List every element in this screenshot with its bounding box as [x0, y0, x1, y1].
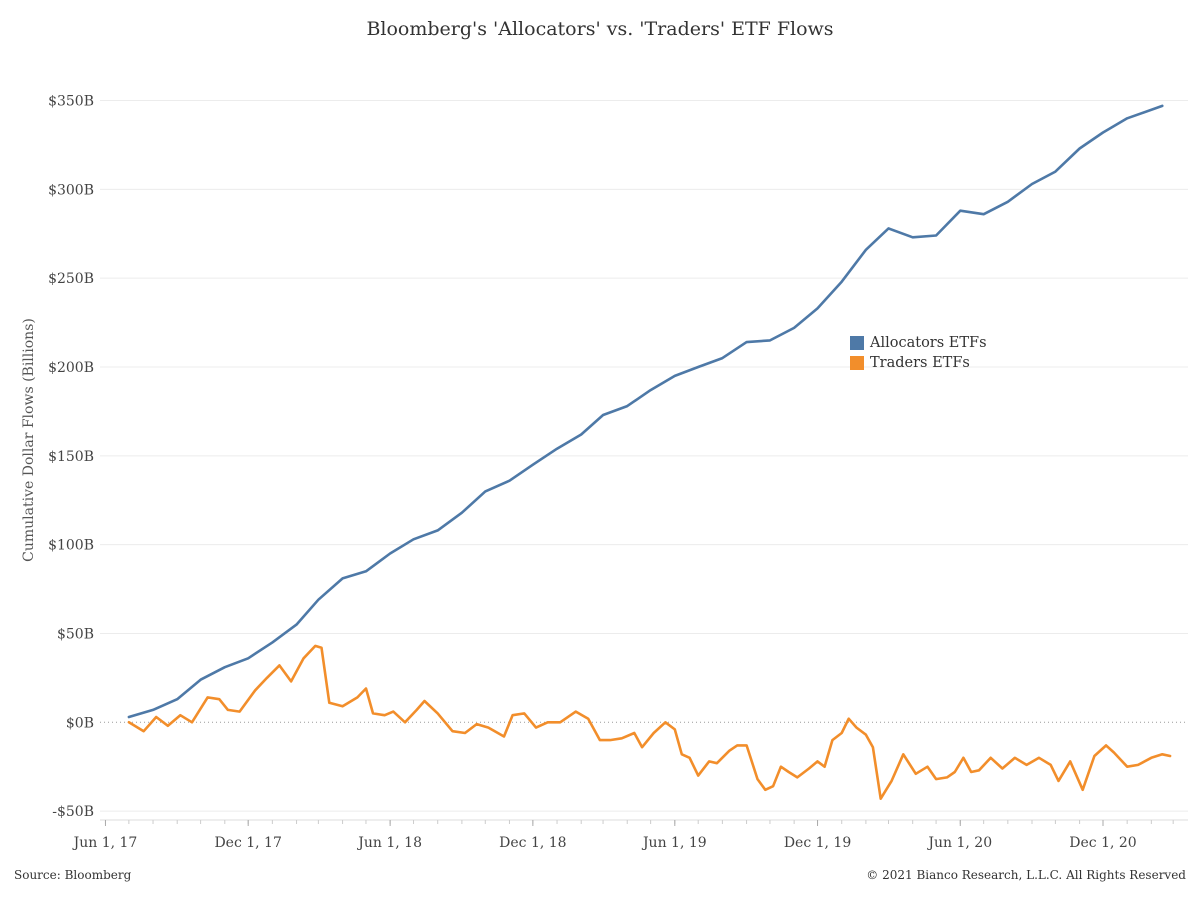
x-axis-ticks: Jun 1, 17 Dec 1, 17 Jun 1, 18 Dec 1, 18 Jun …: [72, 820, 1174, 851]
legend-label-traders: Traders ETFs: [870, 355, 970, 371]
legend-label-allocators: Allocators ETFs: [870, 335, 987, 351]
y-tick-label: $200B: [48, 360, 94, 376]
chart-title: Bloomberg's 'Allocators' vs. 'Traders' E…: [366, 18, 834, 40]
copyright-note: © 2021 Bianco Research, L.L.C. All Right…: [866, 868, 1186, 882]
x-tick-label: Jun 1, 18: [356, 835, 422, 851]
y-tick-label: $100B: [48, 538, 94, 554]
x-tick-label: Dec 1, 17: [214, 835, 281, 851]
y-tick-label: $50B: [57, 626, 94, 642]
series-lines: [127, 104, 1172, 800]
x-tick-label: Jun 1, 17: [72, 835, 138, 851]
x-tick-label: Dec 1, 19: [784, 835, 851, 851]
y-tick-label: $300B: [48, 182, 94, 198]
x-tick-label: Dec 1, 20: [1069, 835, 1136, 851]
y-tick-label: $250B: [48, 271, 94, 287]
grid-lines: [100, 100, 1188, 821]
legend-item-traders[interactable]: Traders ETFs: [850, 353, 987, 373]
x-tick-label: Jun 1, 20: [926, 835, 992, 851]
y-tick-label: $0B: [66, 715, 94, 731]
series-line-allocators[interactable]: [127, 104, 1164, 719]
source-note: Source: Bloomberg: [14, 868, 132, 882]
legend-swatch-traders: [850, 356, 864, 370]
y-axis-ticks: $350B $300B $250B $200B $150B $100B $50B $0B -$5…: [48, 94, 94, 821]
x-tick-label: Jun 1, 19: [641, 835, 707, 851]
y-tick-label: -$50B: [52, 804, 94, 820]
legend-item-allocators[interactable]: Allocators ETFs: [850, 333, 987, 353]
x-tick-label: Dec 1, 18: [499, 835, 566, 851]
y-tick-label: $150B: [48, 449, 94, 465]
legend: Allocators ETFs Traders ETFs: [850, 333, 987, 373]
y-tick-label: $350B: [48, 94, 94, 110]
series-line-traders[interactable]: [127, 644, 1172, 800]
legend-swatch-allocators: [850, 336, 864, 350]
